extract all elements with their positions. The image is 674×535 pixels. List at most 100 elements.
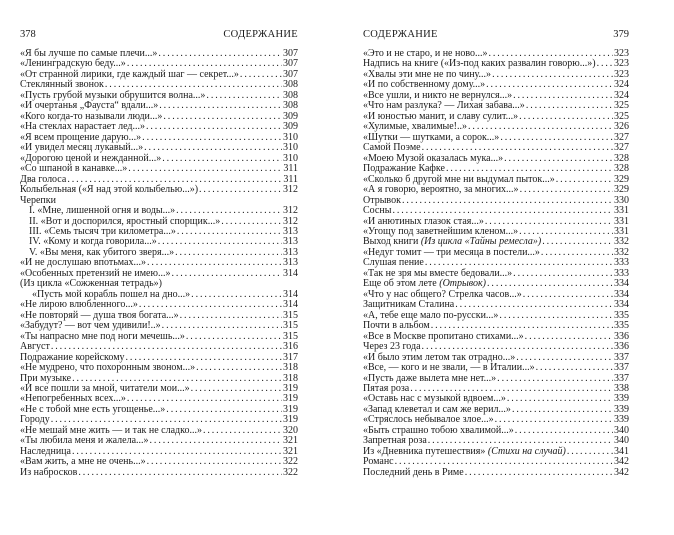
toc-entry: «Сколько б другой мне ни выдумал пыток..… [363, 174, 629, 185]
entry-page-number: 331 [614, 215, 629, 227]
entry-title: «Шутки — шутками, а сорок...» [363, 132, 499, 143]
entry-title-text: Из «Дневника путешествия» [363, 445, 488, 457]
toc-list: «Я бы лучше по самые плечи...»307«Ленинг… [20, 48, 298, 478]
dot-leader [402, 196, 613, 206]
entry-page-number: 327 [614, 131, 629, 143]
entry-page-number: 334 [614, 278, 629, 290]
entry-page-number: 324 [614, 79, 629, 91]
entry-title-text: «А я говорю, вероятно, за многих...» [363, 184, 519, 196]
entry-title-text: «И не дослушаю впотьмах...» [20, 257, 146, 269]
entry-title-text: «Со шпаной в канавке...» [20, 163, 128, 175]
dot-leader [520, 185, 613, 195]
entry-page-number: 337 [614, 362, 629, 374]
entry-title: «Все в Москве пропитано стихами...» [363, 330, 524, 342]
entry-page-number: 312 [283, 205, 298, 217]
entry-page-number: 309 [283, 121, 298, 133]
entry-title-text: Из набросков [20, 466, 78, 478]
toc-entry: «И было этим летом так отрадно...» 337 [363, 352, 629, 363]
toc-entry: Два голоса 311 [20, 174, 298, 185]
entry-page-number: 310 [283, 131, 298, 143]
left-page: 378 СОДЕРЖАНИЕ «Я бы лучше по самые плеч… [20, 28, 298, 478]
toc-entry: III. «Семь тысяч три километра...» 313 [20, 225, 298, 237]
entry-page-number: 308 [283, 79, 298, 91]
dot-leader [497, 374, 613, 384]
toc-entry: Из набросков 322 [20, 466, 298, 478]
dot-leader [191, 384, 282, 394]
entry-title-text: Защитникам Сталина [363, 299, 455, 311]
entry-page-number: 314 [283, 299, 298, 311]
entry-page-number: 318 [283, 362, 298, 374]
entry-page-number: 326 [614, 121, 629, 133]
toc-entry: «Я всем прощение дарую...» 310 [20, 131, 298, 143]
entry-page-number: 331 [614, 225, 629, 237]
toc-entry: «Хулимые, хвалимые!..» 326 [363, 121, 629, 133]
entry-title-text: Самой Поэме [363, 142, 421, 154]
toc-entry: «Шутки — шутками, а сорок...» 327 [363, 131, 629, 143]
entry-title-text: «Вам жить, а мне не очень...» [20, 456, 146, 468]
dot-leader [512, 405, 613, 415]
entry-title: II. «Вот и доспорился, яростный спорщик.… [29, 216, 220, 227]
entry-page-number: 316 [283, 341, 298, 353]
entry-title-text: «Так не зря мы вместе бедовали...» [363, 267, 513, 279]
toc-entry: «Запад клеветал и сам же верил...» 339 [363, 403, 629, 415]
entry-page-number: 333 [614, 257, 629, 269]
toc-entry: Отрывок 330 [363, 195, 629, 206]
entry-page-number: 320 [283, 424, 298, 436]
entry-title: Подражание корейскому [20, 352, 125, 363]
toc-entry: «Не лирою влюбленного...» 314 [20, 299, 298, 311]
toc-entry: «Быть страшно тобою хвалимой...» 340 [363, 425, 629, 436]
entry-title: «Не с тобой мне есть угощенье...» [20, 404, 165, 415]
entry-title-text: «Все в Москве пропитано стихами...» [363, 330, 524, 342]
entry-title: «Все ушли, и никто не вернулся...» [363, 89, 513, 101]
toc-entry: «Все, — кого и не звали, — в Италии...» 3… [363, 362, 629, 374]
entry-page-number: 325 [614, 110, 629, 122]
toc-entry: «Пусть мой корабль пошел на дно...» 314 [20, 289, 298, 300]
entry-title-text: (Из цикла «Сожженная тетрадь») [20, 278, 162, 290]
entry-title-text: Последний день в Риме [363, 466, 464, 478]
entry-page-number: 313 [283, 225, 298, 237]
dot-leader [515, 426, 613, 436]
entry-title-text: При музыке [20, 372, 72, 384]
toc-entry: «Вам жить, а мне не очень...» 322 [20, 456, 298, 468]
entry-title: Черепки [20, 195, 56, 206]
entry-title: Сосны [363, 205, 391, 216]
toc-entry: «И не дослушаю впотьмах...» 313 [20, 257, 298, 269]
dot-leader [203, 426, 282, 436]
entry-title-text: «Недуг томит — три месяца в постели...» [363, 246, 540, 258]
entry-title: «Ты напрасно мне под ноги мечешь...» [20, 331, 185, 342]
entry-title-text: III. «Семь тысяч три километра...» [29, 225, 176, 237]
entry-title: «А, тебе еще мало по-русски...» [363, 310, 498, 321]
entry-title-text: Надпись на книге («Из-под каких развалин… [363, 58, 596, 70]
toc-entry: V. «Вы меня, как убитого зверя...» 313 [20, 247, 298, 258]
dot-leader [128, 164, 282, 174]
entry-title-text: «Все ушли, и никто не вернулся...» [363, 89, 513, 101]
toc-entry: «И все пошли за мной, читатели мои...» 31… [20, 383, 298, 394]
toc-entry: Из «Дневника путешествия» (Стихи на случ… [363, 445, 629, 457]
entry-title-text: Выход книги [363, 236, 421, 248]
toc-entry: Надпись на книге («Из-под каких развалин… [363, 58, 629, 70]
toc-entry: IV. «Кому и когда говорила...» 313 [20, 236, 298, 247]
dot-leader [507, 394, 613, 404]
dot-leader [159, 101, 282, 111]
entry-title-text: «Особенных претензий не имею...» [20, 267, 171, 279]
page-number: 379 [613, 29, 629, 40]
entry-page-number: 334 [614, 288, 629, 300]
dot-leader [519, 112, 613, 122]
entry-title-text: «От странной лирики, где каждый шаг — се… [20, 68, 239, 80]
entry-title: «Ленинградскую беду...» [20, 59, 126, 69]
toc-entry: «Угощу под заветнейшим кленом...» 331 [363, 225, 629, 237]
entry-title-text: «Что у нас общего? Стрелка часов...» [363, 288, 522, 300]
entry-page-number: 315 [283, 309, 298, 321]
entry-page-number: 319 [283, 403, 298, 415]
dot-leader [166, 405, 282, 415]
entry-page-number: 323 [614, 58, 629, 70]
entry-title: «И увидел месяц лукавый...» [20, 142, 143, 153]
entry-title: Романс [363, 457, 394, 467]
entry-title-text: Еще об этом лете [363, 278, 440, 290]
entry-title: Слушая пение [363, 258, 424, 268]
entry-title-text: «Запад клеветал и сам же верил...» [363, 403, 511, 415]
entry-page-number: 308 [283, 89, 298, 101]
entry-title: «Моею Музой оказалась мука...» [363, 153, 503, 164]
entry-title: «Хвалы эти мне не по чину...» [363, 69, 491, 80]
toc-entry: I. «Мне, лишенной огня и воды...» 312 [20, 205, 298, 217]
